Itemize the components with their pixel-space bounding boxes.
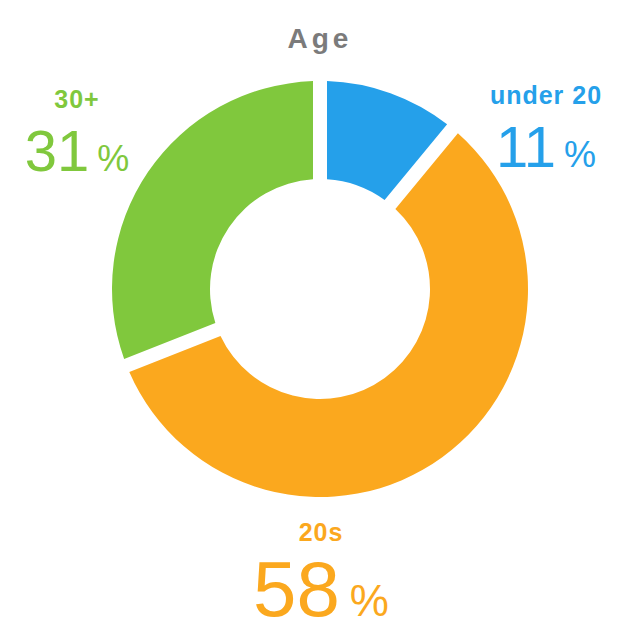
label-block-under-20: under 20 11% <box>490 82 602 176</box>
percent-sign-under-20: % <box>564 134 596 175</box>
value-number-under-20: 11 <box>496 114 556 179</box>
value-under-20: 11% <box>490 118 602 176</box>
donut-segment-30- <box>112 81 313 359</box>
percent-sign-30-plus: % <box>97 138 129 179</box>
category-label-under-20: under 20 <box>490 82 602 108</box>
percent-sign-20s: % <box>350 576 389 625</box>
category-label-20s: 20s <box>253 519 389 545</box>
value-number-20s: 58 <box>253 545 340 633</box>
label-block-30-plus: 30+ 31% <box>25 86 130 180</box>
value-20s: 58% <box>253 550 389 628</box>
value-30-plus: 31% <box>25 122 130 180</box>
value-number-30-plus: 31 <box>25 118 90 183</box>
age-donut-chart-page: Age under 20 11% 30+ 31% 20s 58% <box>0 0 640 640</box>
chart-title: Age <box>288 24 353 54</box>
category-label-30-plus: 30+ <box>25 86 130 112</box>
label-block-20s: 20s 58% <box>253 519 389 628</box>
